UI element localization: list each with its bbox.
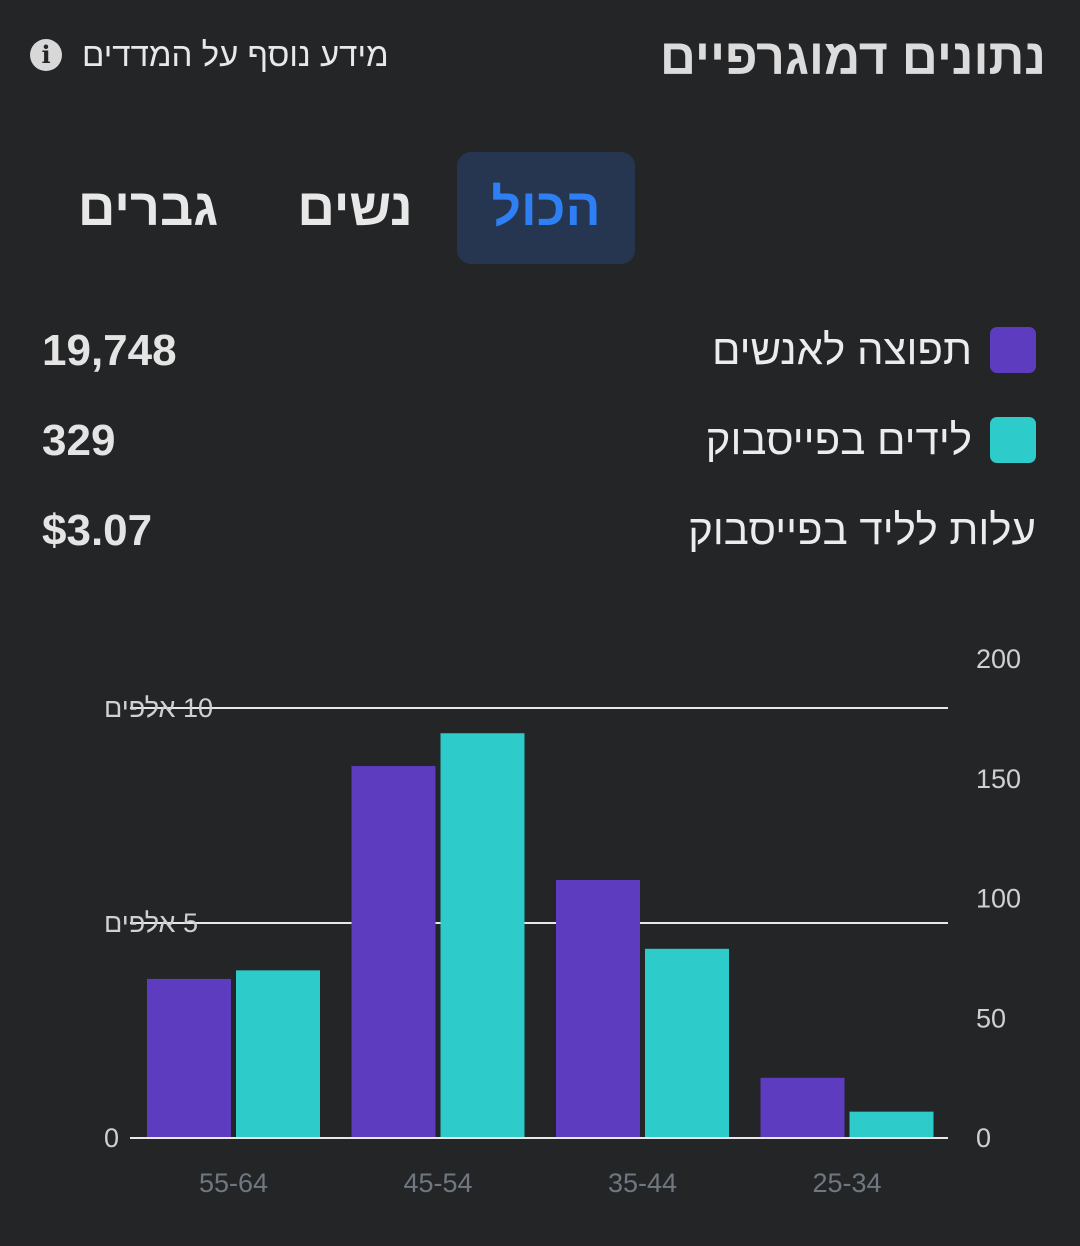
info-icon[interactable]: i	[30, 39, 62, 71]
metric-reach-value: 19,748	[42, 326, 177, 375]
tab-women[interactable]: נשים	[280, 152, 430, 264]
info-link-label: מידע נוסף על המדדים	[82, 36, 389, 73]
left-axis-tick-label: 5 אלפים	[104, 908, 198, 938]
tab-women-label: נשים	[297, 179, 413, 237]
metric-reach: תפוצה לאנשים	[712, 326, 1036, 374]
metric-cost-value: $3.07	[42, 506, 153, 555]
reach-swatch	[990, 327, 1036, 373]
reach-bar	[351, 766, 436, 1138]
right-axis-tick-label: 150	[976, 764, 1021, 794]
tab-men-label: גברים	[77, 179, 219, 237]
reach-bar	[556, 880, 640, 1138]
metric-leads-value: 329	[42, 416, 116, 465]
metric-leads: לידים בפייסבוק	[706, 416, 1036, 464]
reach-bar	[147, 978, 231, 1138]
reach-bar	[760, 1077, 845, 1138]
metric-reach-label: תפוצה לאנשים	[711, 326, 972, 373]
leads-bar	[236, 970, 320, 1138]
leads-bar	[849, 1111, 934, 1138]
right-axis-tick-label: 200	[976, 644, 1021, 674]
metric-cost: עלות לליד בפייסבוק	[688, 506, 1036, 554]
left-axis-tick-label: 10 אלפים	[104, 693, 213, 723]
left-axis-tick-label: 0	[104, 1123, 119, 1153]
metric-leads-label: לידים בפייסבוק	[705, 416, 972, 463]
category-label: 25-34	[812, 1168, 881, 1198]
category-label: 55-64	[199, 1168, 268, 1198]
leads-swatch	[990, 417, 1036, 463]
right-axis-tick-label: 0	[976, 1123, 991, 1153]
tab-all-label: הכול	[491, 179, 601, 237]
tab-men[interactable]: גברים	[68, 152, 228, 264]
tab-all[interactable]: הכול	[457, 152, 635, 264]
leads-bar	[645, 948, 729, 1138]
demographics-chart: 0 5 אלפים 10 אלפים 0 50 100 150 200 25-34 35-44 45…	[104, 644, 1021, 1198]
category-label: 35-44	[608, 1168, 677, 1198]
metric-cost-label: עלות לליד בפייסבוק	[688, 506, 1036, 553]
right-axis-tick-label: 50	[976, 1003, 1006, 1033]
right-axis-tick-label: 100	[976, 884, 1021, 914]
page-title: נתונים דמוגרפיים	[659, 29, 1046, 85]
leads-bar	[440, 733, 525, 1138]
category-label: 45-54	[403, 1168, 472, 1198]
metrics-info-link[interactable]: i מידע נוסף על המדדים	[30, 36, 389, 74]
